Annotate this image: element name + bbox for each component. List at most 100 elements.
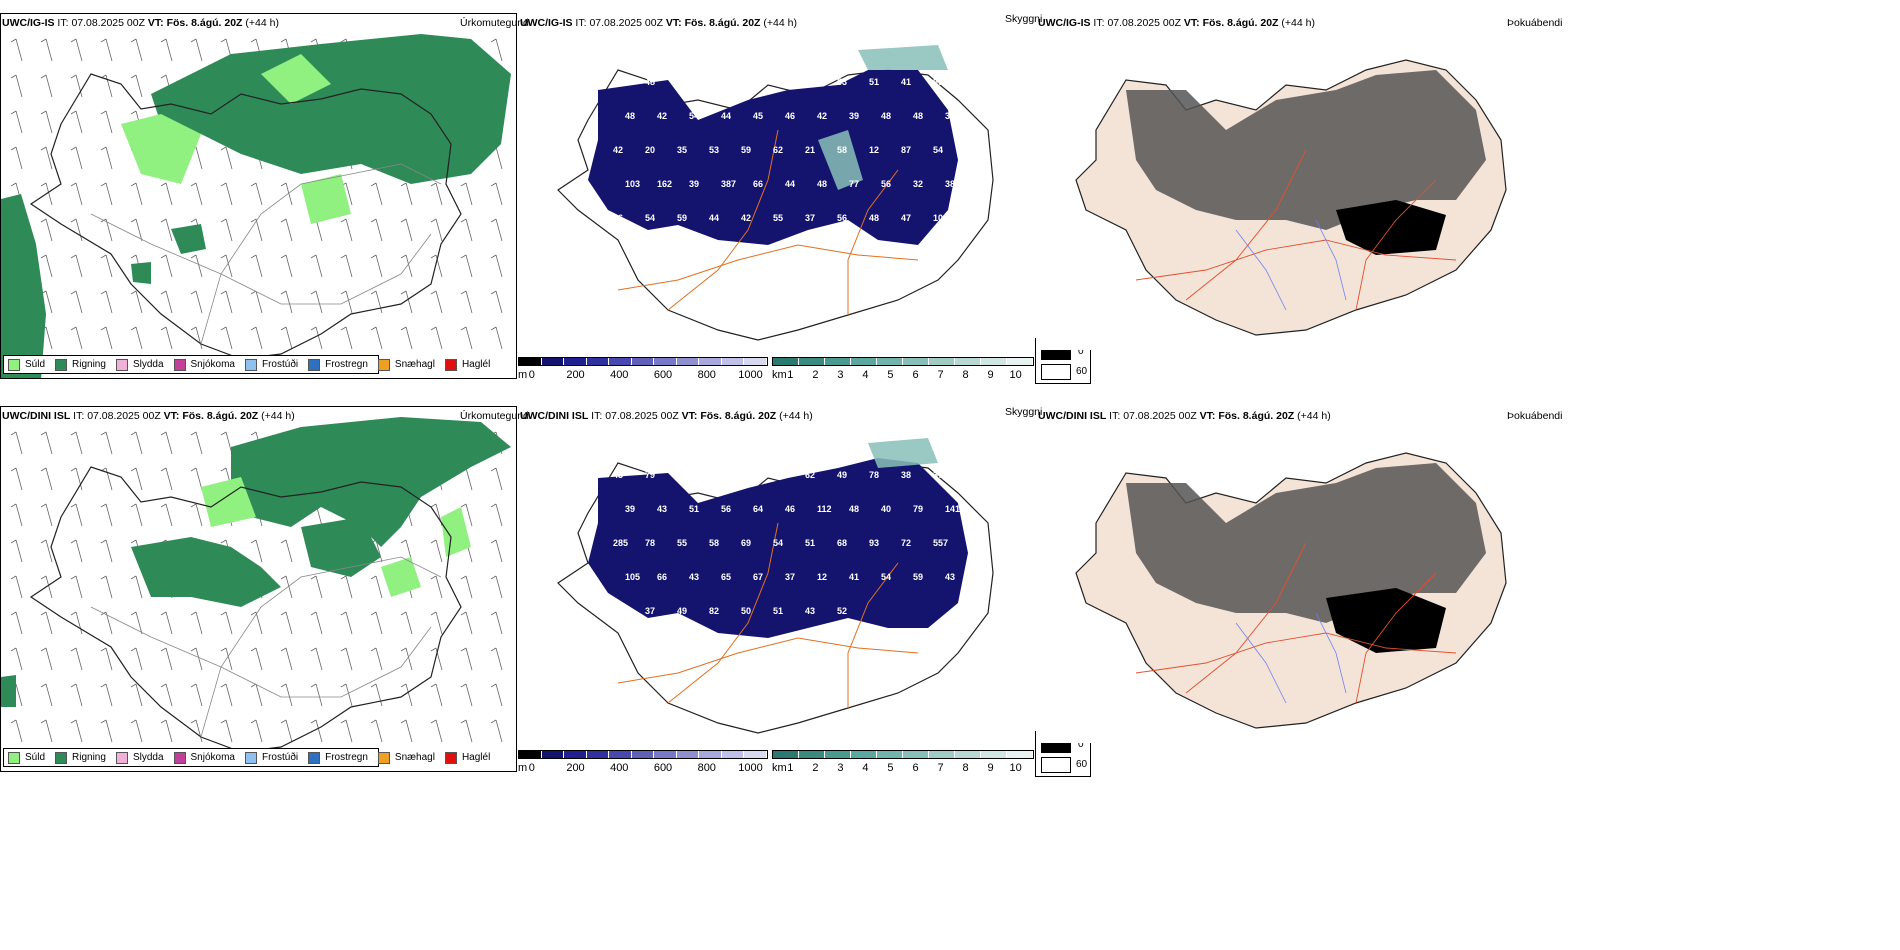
cloudbase-label: 41 [901, 77, 911, 87]
drizzle-area-b [201, 477, 471, 597]
colorbar-tick: 7 [937, 369, 944, 381]
cloudbase-label: 52 [837, 606, 847, 616]
fog-black-area-top [1336, 200, 1446, 255]
colorbar-cell [609, 751, 632, 758]
cloudbase-label: 162 [657, 179, 672, 189]
cloudbase-label: 58 [709, 538, 719, 548]
colorbar-tick: 5 [887, 762, 894, 774]
cloudbase-label: 37 [785, 572, 795, 582]
roads-cloud-bottom [617, 522, 919, 708]
roads-top [90, 163, 442, 345]
colorbar-cell [744, 358, 768, 365]
colorbar-tick: 5 [887, 369, 894, 381]
cloudbase-label: 58 [837, 145, 847, 155]
cloudbase-label: 43 [805, 606, 815, 616]
cloudbase-label: 82 [709, 606, 719, 616]
rain-patches-mid [131, 224, 206, 284]
cloud-map-top: 42 48 48 45 83 67 60 53 51 41 99 48 42 54 44 45 46 42 39 48… [557, 45, 994, 341]
header-fog-bottom: UWC/DINI ISL IT: 07.08.2025 00Z VT: Fös.… [1038, 410, 1331, 422]
cloudbase-label: 387 [721, 179, 736, 189]
legend-label: Haglél [461, 752, 491, 763]
legend-swatch [55, 358, 68, 371]
precip-panel-top: Súld Rigning Slydda Snjókoma Frostúði Frostre… [0, 13, 517, 379]
colorbar-cell [851, 751, 877, 758]
cloudbase-label: 56 [881, 179, 891, 189]
cloudbase-label: 51 [805, 538, 815, 548]
colorbar-tick: 1000 [738, 369, 763, 381]
colorbar-cell [541, 358, 565, 365]
roads-fog-bottom [1135, 542, 1457, 704]
colorbar-tick: 1 [787, 762, 794, 774]
cloudbase-label: 43 [613, 470, 623, 480]
legend-swatch [115, 358, 128, 371]
legend-item-6: Snæhagl [377, 358, 435, 371]
colorbar-tick: 800 [697, 762, 716, 774]
cloudbase-label: 54 [645, 213, 655, 223]
cloud-panel-bottom: 43 79 61 54 104 55 62 49 78 38 37 39 43 51 56 64 46 112 48… [518, 423, 1038, 753]
fog-title-top: Þokuábendi [1507, 17, 1563, 29]
cloudbase-label: 65 [721, 572, 731, 582]
rain-area-west-b [1, 675, 16, 707]
colorbar-cell [1007, 358, 1033, 365]
colorbar-tick: 600 [653, 762, 673, 774]
cloudbase-label: 67 [753, 572, 763, 582]
cloudbase-label: 45 [753, 111, 763, 121]
cloudbase-label: 42 [741, 213, 751, 223]
legend-swatch [173, 358, 186, 371]
legend-swatch [308, 358, 321, 371]
colorbar-cell [773, 358, 799, 365]
colorbar-cell [877, 751, 903, 758]
colorbar-cell [799, 751, 825, 758]
legend-label: Slydda [132, 359, 164, 370]
cloudbase-label: 51 [689, 504, 699, 514]
cloudbase-label: 64 [753, 504, 763, 514]
colorbar-tick: 10 [1009, 369, 1022, 381]
colorbar-tick: 4 [862, 762, 869, 774]
cloudbase-label: 55 [773, 470, 783, 480]
colorbar-cell [903, 751, 929, 758]
legend-label: Snæhagl [394, 359, 435, 370]
cloudbase-label: 78 [645, 538, 655, 548]
legend-item-1: Rigning [55, 751, 106, 764]
cloudbase-label: 99 [933, 77, 943, 87]
colorbar-tick: 800 [697, 369, 716, 381]
legend-label: Haglél [461, 359, 491, 370]
cloudbase-label: 87 [901, 145, 911, 155]
cloudbase-label: 41 [849, 572, 859, 582]
colorbar-cell [955, 358, 981, 365]
legend-label: Snjókoma [190, 359, 235, 370]
cloudbase-label: 39 [849, 111, 859, 121]
legend-label: Súld [25, 752, 46, 763]
colorbar-cell [1007, 751, 1033, 758]
colorbar-tick: 8 [962, 762, 969, 774]
cloudbase-label: 43 [945, 572, 955, 582]
colorbar-cell [699, 358, 722, 365]
colorbar-cell [955, 751, 981, 758]
cloudbase-label: 54 [689, 111, 699, 121]
colorbar-tick: 400 [610, 369, 629, 381]
colorbar-tick: 10 [1009, 762, 1022, 774]
cloudbase-label: 61 [677, 470, 687, 480]
legend-item-0: Súld [8, 751, 46, 764]
header-precip-bottom: UWC/DINI ISL IT: 07.08.2025 00Z VT: Fös.… [2, 410, 295, 422]
cloudbase-label: 32 [913, 179, 923, 189]
legend-swatch [244, 751, 257, 764]
rain-area-north [151, 34, 511, 184]
colorbar-cell [721, 751, 745, 758]
cloudbase-label: 37 [933, 470, 943, 480]
cloudbase-label: 44 [785, 179, 795, 189]
cloud-panel-top: 42 48 48 45 83 67 60 53 51 41 99 48 42 54 44 45 46 42 39 48… [518, 30, 1038, 360]
low-cloud-blue-bottom [588, 458, 968, 638]
colorbar-cell [981, 751, 1007, 758]
legend-label: Frostúði [261, 752, 299, 763]
cloudbase-label: 62 [773, 145, 783, 155]
cloudbase-label: 104 [741, 470, 756, 480]
colorbar-tick: 6 [912, 762, 919, 774]
cloudbase-label: 78 [869, 470, 879, 480]
fog-legend-bottom: 0 60 [1035, 731, 1091, 777]
legend-swatch [244, 358, 257, 371]
colorbar-tick: 7 [937, 762, 944, 774]
cloudbase-label: 54 [773, 538, 783, 548]
cloudbase-label: 39 [625, 504, 635, 514]
header-precip-top: UWC/IG-IS IT: 07.08.2025 00Z VT: Fös. 8.… [2, 17, 279, 29]
